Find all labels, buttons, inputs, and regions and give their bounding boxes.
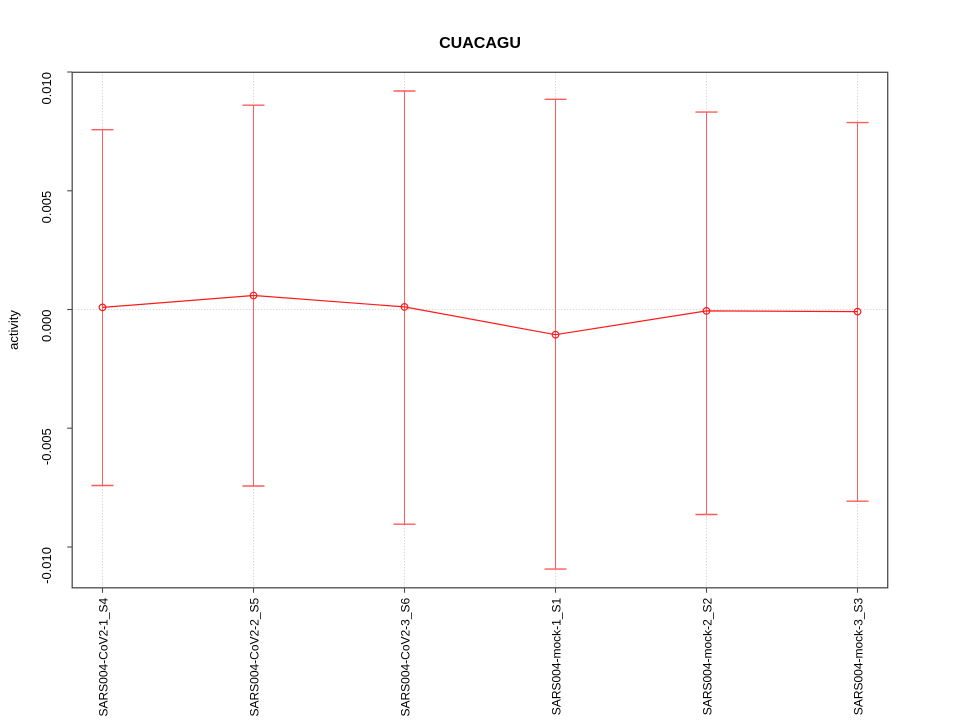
svg-text:activity: activity (6, 310, 21, 350)
svg-text:-0.005: -0.005 (39, 428, 54, 465)
svg-text:SARS004-CoV2-2_S5: SARS004-CoV2-2_S5 (248, 597, 262, 716)
svg-text:CUACAGU: CUACAGU (439, 35, 521, 52)
svg-text:SARS004-mock-3_S3: SARS004-mock-3_S3 (852, 597, 866, 715)
svg-text:SARS004-CoV2-1_S4: SARS004-CoV2-1_S4 (97, 597, 111, 716)
svg-text:-0.010: -0.010 (39, 547, 54, 584)
svg-text:SARS004-CoV2-3_S6: SARS004-CoV2-3_S6 (399, 597, 413, 716)
svg-text:0.005: 0.005 (39, 191, 54, 224)
svg-text:0.000: 0.000 (39, 310, 54, 343)
svg-text:SARS004-mock-2_S2: SARS004-mock-2_S2 (701, 597, 715, 715)
svg-text:0.010: 0.010 (39, 72, 54, 105)
svg-text:SARS004-mock-1_S1: SARS004-mock-1_S1 (550, 597, 564, 715)
